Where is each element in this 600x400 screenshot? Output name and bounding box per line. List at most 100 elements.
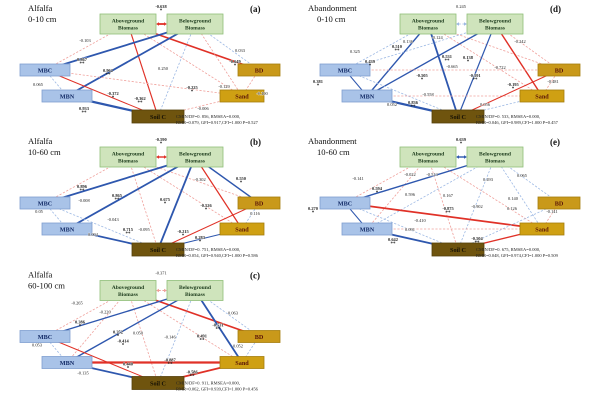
sem-diagram-e: AbovegroundBiomassBelowgroundBiomassMBCM… xyxy=(308,136,581,259)
coefficient-value: 0.053 xyxy=(32,343,43,348)
fit-statistics: RMR=0.046, GFI=0.989,CFI=1.000 P=0.457 xyxy=(476,120,559,126)
edge-bb-sand xyxy=(194,156,243,230)
path-coefficient: -0.141 xyxy=(546,209,558,215)
sem-panel-alfalfa-60-100: Aboveground Biomass Belowground Biomass MBC M… xyxy=(0,266,300,400)
coefficient-value: 0.033 xyxy=(235,48,246,53)
fit-statistics: RMR=0.054, GFI=0.940,CFI=1.000 P=0.586 xyxy=(176,253,259,259)
path-coefficient: -0.513 xyxy=(426,172,439,178)
path-coefficient: 0.352* xyxy=(113,329,123,339)
path-coefficient: 0.596 xyxy=(405,192,416,198)
significance-stars: ** xyxy=(80,189,86,194)
sem-panel-abandonment-10-60: Aboveground Biomass Belowground Biomass MBC M… xyxy=(300,133,600,266)
coefficient-value: 0.052 xyxy=(233,344,243,349)
node-soilc: Soil C xyxy=(131,376,185,390)
edge-soilc-sand xyxy=(157,95,243,117)
path-coefficient: 0.052 xyxy=(233,343,243,349)
edge-mbc-sand xyxy=(44,69,243,97)
arrowhead xyxy=(456,155,459,159)
panel-title: Abandonment xyxy=(308,3,357,13)
coefficient-value: 0.510 xyxy=(392,44,403,49)
node-soilc: Soil C xyxy=(131,109,185,124)
path-coefficients: -0.371-0.265-0.2200.386*0.352*-0.414*0.0… xyxy=(32,270,243,379)
path-coefficient: -0.887** xyxy=(164,357,177,368)
coefficient-value: -0.558 xyxy=(422,92,434,97)
node-mbn: MBN xyxy=(41,356,93,369)
arrowhead xyxy=(164,288,167,293)
coefficient-value: 0.596 xyxy=(405,192,416,197)
path-coefficient: -0.215* xyxy=(177,229,190,239)
node-bd: BD xyxy=(237,196,281,210)
coefficient-value: -0.887 xyxy=(164,358,176,363)
node-soilc: Soil C xyxy=(431,242,485,257)
path-coefficients: -0.590*0.896**0.865**-0.0080.05-0.0430.0… xyxy=(35,137,261,245)
coefficient-value: 0.050 xyxy=(133,331,144,336)
significance-stars: ** xyxy=(168,363,174,368)
coefficient-value: -0.505 xyxy=(416,73,428,78)
coefficient-value: -0.586 xyxy=(186,370,198,375)
coefficient-value: -0.225 xyxy=(186,85,198,90)
coefficient-value: 0.138 xyxy=(463,55,474,60)
significance-stars: * xyxy=(376,191,379,196)
node-label: Belowground xyxy=(179,19,212,25)
node-label: Biomass xyxy=(185,26,206,32)
coefficient-value: 0.491 xyxy=(197,334,207,339)
node-label: Biomass xyxy=(118,159,139,165)
path-coefficient: 0.033 xyxy=(235,48,246,54)
coefficient-value: 0.865 xyxy=(112,193,123,198)
edge-mbc-sand xyxy=(344,202,543,230)
significance-stars: * xyxy=(160,142,163,147)
edge-soilc-bd xyxy=(457,69,560,117)
coefficient-value: 0.836 xyxy=(408,100,419,105)
path-coefficient: 0.639* xyxy=(456,137,467,147)
significance-stars: * xyxy=(199,240,202,245)
coefficient-value: -0.220 xyxy=(99,310,111,315)
significance-stars: * xyxy=(317,84,320,89)
node-label: Sand xyxy=(235,360,249,367)
path-coefficient: 0.550* xyxy=(236,176,247,186)
arrowhead xyxy=(156,22,159,26)
coefficient-value: -0.513 xyxy=(426,172,438,177)
coefficient-value: -0.006 xyxy=(197,106,209,111)
significance-stars: * xyxy=(467,60,470,65)
significance-stars: * xyxy=(79,325,82,330)
coefficient-value: 0.962 xyxy=(103,68,113,73)
path-coefficient: 0.091 xyxy=(405,227,415,233)
panel-letter: (e) xyxy=(550,137,560,147)
path-coefficient: -0.225* xyxy=(186,85,199,95)
path-coefficient: -0.103 xyxy=(79,38,92,44)
path-coefficient: -0.410 xyxy=(414,218,427,224)
coefficient-value: -0.531 xyxy=(212,323,223,328)
coefficient-value: 0.245 xyxy=(456,4,467,9)
path-coefficient: 0.140 xyxy=(508,196,519,202)
edge-ab-soilc xyxy=(127,290,159,384)
node-label: Belowground xyxy=(179,285,212,291)
coefficient-value: 0.004 xyxy=(88,232,99,237)
sem-diagram-b: AbovegroundBiomassBelowgroundBiomassMBCM… xyxy=(19,136,281,259)
panel-title: Abandonment xyxy=(308,136,357,146)
path-coefficient: 0.053 xyxy=(32,342,43,348)
sem-panel-alfalfa-0-10: Aboveground Biomass Belowground Biomass MBC M… xyxy=(0,0,300,133)
coefficient-value: -0.649 xyxy=(229,59,241,64)
significance-stars: * xyxy=(460,142,463,147)
coefficient-value: 0.594 xyxy=(372,186,383,191)
coefficient-value: -0.902 xyxy=(471,204,482,209)
node-label: MBC xyxy=(38,200,52,207)
coefficient-value: -0.638 xyxy=(155,4,167,9)
significance-stars: ** xyxy=(391,242,397,247)
path-coefficient: 0.865** xyxy=(112,193,123,203)
fit-statistics: CMIN/DF=0. 856, RMSEA=0.000, xyxy=(176,114,240,120)
path-coefficient: -0.135 xyxy=(77,370,90,376)
coefficient-value: -0.022 xyxy=(404,172,415,177)
path-coefficient: -0.195* xyxy=(507,82,520,92)
path-coefficient: 0.167 xyxy=(443,193,454,199)
node-sand: Sand xyxy=(219,89,265,103)
significance-stars: * xyxy=(182,234,185,239)
node-label: Aboveground xyxy=(412,152,445,158)
arrowhead xyxy=(156,155,159,159)
path-coefficient: -0.504** xyxy=(471,236,484,246)
node-label: Belowground xyxy=(479,152,512,158)
node-label: Soil C xyxy=(150,114,166,121)
